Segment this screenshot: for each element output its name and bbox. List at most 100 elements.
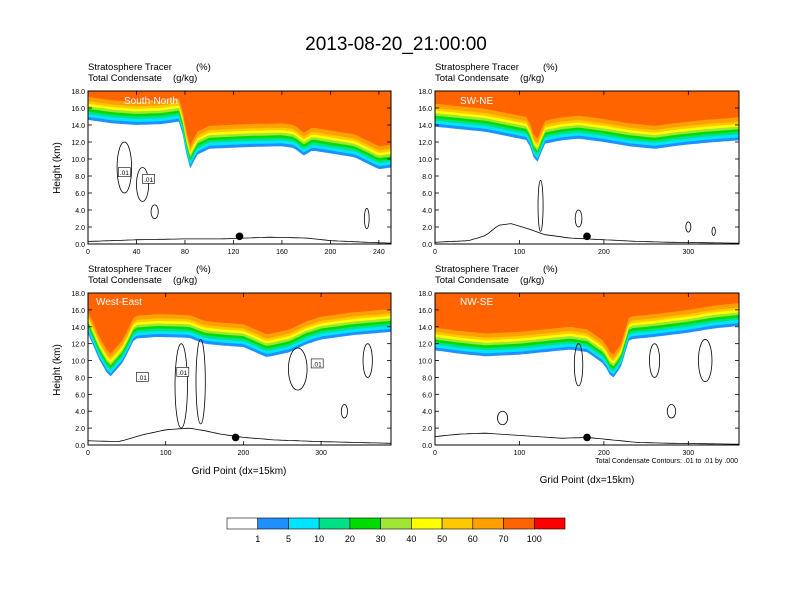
y-tick-label: 10.0 [418, 157, 432, 164]
colorbar-swatch [318, 517, 351, 530]
y-tick-label: 8.0 [75, 375, 85, 382]
colorbar-label: 50 [437, 534, 447, 544]
y-tick-label: 10.0 [71, 157, 85, 164]
y-axis-label: Height (km) [52, 344, 63, 396]
y-tick-label: 16.0 [418, 106, 432, 113]
colorbar-label: 1 [255, 534, 260, 544]
y-tick-label: 0.0 [422, 443, 432, 450]
y-tick-label: 14.0 [418, 325, 432, 332]
condensate-contour [649, 343, 661, 378]
colorbar-swatch [533, 517, 566, 530]
condensate-contour [288, 347, 308, 391]
contour-label: .01 [178, 370, 187, 377]
colorbar-label: 100 [527, 534, 542, 544]
panel-subtitle-tracer: Stratosphere Tracer [88, 62, 172, 73]
y-tick-label: 0.0 [422, 242, 432, 249]
x-tick-label: 200 [598, 249, 610, 256]
colorbar-swatch [472, 517, 504, 530]
contour-label-box [176, 367, 190, 377]
colorbar-swatch [288, 517, 320, 530]
x-tick-label: 300 [315, 450, 327, 457]
condensate-contour [537, 179, 544, 232]
condensate-contour [195, 339, 206, 425]
y-tick-label: 18.0 [418, 291, 432, 298]
y-tick-label: 6.0 [422, 392, 432, 399]
plot-area: .01 .01 0.0 2.0 4.0 6.0 8.0 10.0 12.0 14.0 16.0 18.… [71, 89, 392, 256]
plot-frame [87, 292, 392, 446]
x-tick-label: 160 [276, 249, 288, 256]
condensate-contour [573, 343, 584, 387]
plot-frame [434, 292, 740, 446]
condensate-contour [340, 404, 348, 419]
panel-unit-tracer: (%) [196, 264, 211, 275]
x-tick-label: 200 [598, 450, 610, 457]
x-tick-label: 200 [238, 450, 250, 457]
contour-label-box [310, 358, 324, 369]
condensate-contour [174, 343, 188, 429]
panel-unit-tracer: (%) [196, 62, 211, 73]
plot-field [88, 293, 391, 445]
x-tick-label: 0 [433, 450, 437, 457]
panel-subtitle-condensate: Total Condensate [435, 275, 509, 286]
panel-subtitle-tracer: Stratosphere Tracer [88, 264, 172, 275]
tracer-band [88, 91, 391, 147]
colorbar-label: 70 [499, 534, 509, 544]
y-tick-label: 2.0 [422, 426, 432, 433]
colorbar-label: 20 [345, 534, 355, 544]
condensate-contour [116, 141, 133, 194]
x-tick-label: 100 [514, 249, 526, 256]
condensate-contour [574, 209, 583, 228]
colorbar-swatch [380, 517, 412, 530]
y-tick-label: 12.0 [71, 342, 85, 349]
y-tick-label: 0.0 [75, 443, 85, 450]
panel-unit-tracer: (%) [543, 264, 558, 275]
x-tick-label: 200 [325, 249, 337, 256]
y-tick-label: 4.0 [75, 208, 85, 215]
y-tick-label: 8.0 [422, 174, 432, 181]
x-tick-label: 0 [86, 249, 90, 256]
y-tick-label: 18.0 [71, 291, 85, 298]
plot-area: 0.0 2.0 4.0 6.0 8.0 10.0 12.0 14.0 16.0 18.0 0 100 2… [418, 291, 740, 457]
contour-label: .01 [120, 170, 129, 177]
x-tick-label: 100 [160, 450, 172, 457]
y-tick-label: 2.0 [75, 426, 85, 433]
x-tick-label: 240 [373, 249, 385, 256]
x-tick-label: 300 [682, 249, 694, 256]
colorbar-swatch [503, 517, 535, 530]
y-tick-label: 10.0 [418, 359, 432, 366]
plot-frame [434, 90, 740, 245]
panel-unit-condensate: (g/kg) [173, 73, 197, 84]
condensate-contour [362, 343, 373, 378]
y-tick-label: 6.0 [75, 392, 85, 399]
contour-label-box [118, 167, 131, 177]
figure-title: 2013-08-20_21:00:00 [305, 34, 487, 55]
plot-area: 0.0 2.0 4.0 6.0 8.0 10.0 12.0 14.0 16.0 18.0 0 100 2… [418, 89, 740, 256]
y-tick-label: 16.0 [418, 308, 432, 315]
condensate-contour [698, 339, 713, 383]
panel-subtitle-tracer: Stratosphere Tracer [435, 62, 519, 73]
condensate-contour [685, 221, 692, 233]
location-marker [583, 232, 591, 241]
panel-nw-se: Stratosphere Tracer (%) Total Condensate… [418, 264, 740, 486]
colorbar-label: 40 [406, 534, 416, 544]
tracer-band [435, 91, 739, 139]
panel-label: SW-NE [460, 96, 493, 107]
y-tick-label: 8.0 [75, 174, 85, 181]
y-tick-label: 2.0 [422, 225, 432, 232]
colorbar: 1 5 10 20 30 40 50 60 70 100 [226, 517, 566, 544]
y-tick-label: 2.0 [75, 225, 85, 232]
colorbar-swatch [411, 517, 443, 530]
y-tick-label: 4.0 [75, 409, 85, 416]
y-tick-label: 18.0 [71, 89, 85, 96]
y-tick-label: 12.0 [418, 342, 432, 349]
location-marker [231, 433, 240, 442]
tracer-band [435, 293, 739, 355]
panel-sw-ne: Stratosphere Tracer (%) Total Condensate… [418, 62, 740, 256]
condensate-contour [150, 204, 159, 219]
panel-subtitle-tracer: Stratosphere Tracer [435, 264, 519, 275]
x-tick-label: 0 [433, 249, 437, 256]
panel-south-north: Stratosphere Tracer (%) Total Condensate… [52, 62, 392, 256]
plot-field [435, 293, 739, 445]
condensate-contour [136, 167, 149, 202]
